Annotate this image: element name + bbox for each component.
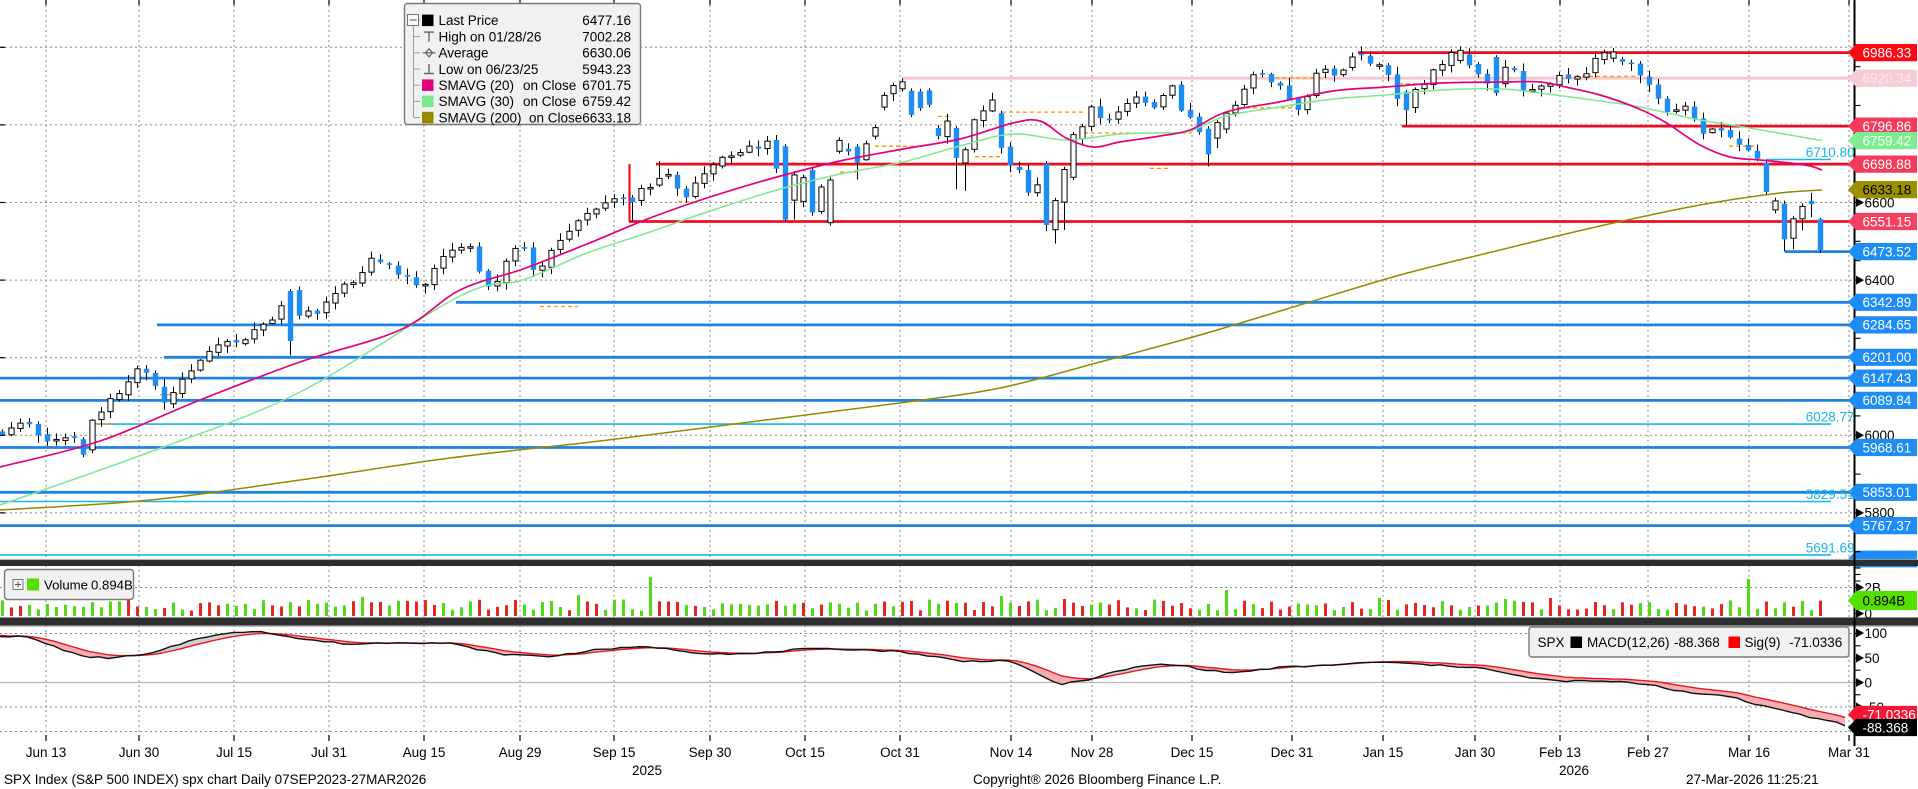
- svg-text:Copyright® 2026 Bloomberg Fina: Copyright® 2026 Bloomberg Finance L.P.: [973, 772, 1221, 787]
- svg-text:Feb 13: Feb 13: [1539, 745, 1581, 760]
- svg-text:6796.86: 6796.86: [1863, 119, 1912, 134]
- svg-text:6633.18: 6633.18: [582, 110, 631, 125]
- svg-text:6630.06: 6630.06: [582, 46, 631, 61]
- svg-text:6986.33: 6986.33: [1863, 45, 1912, 60]
- svg-text:-71.0336: -71.0336: [1789, 635, 1842, 650]
- svg-text:Sep 15: Sep 15: [593, 745, 636, 760]
- svg-text:6759.42: 6759.42: [1863, 133, 1912, 148]
- svg-text:Jul 15: Jul 15: [216, 745, 252, 760]
- svg-text:Oct 31: Oct 31: [880, 745, 920, 760]
- svg-text:Jan 15: Jan 15: [1363, 745, 1404, 760]
- svg-text:SPX: SPX: [1538, 635, 1565, 650]
- svg-text:6701.75: 6701.75: [582, 78, 631, 93]
- svg-text:2026: 2026: [1559, 763, 1589, 778]
- svg-text:5767.37: 5767.37: [1863, 518, 1912, 533]
- svg-text:6400: 6400: [1865, 273, 1895, 288]
- svg-text:on Close: on Close: [529, 110, 582, 125]
- svg-text:Dec 31: Dec 31: [1271, 745, 1314, 760]
- svg-text:5691.69: 5691.69: [1806, 540, 1855, 555]
- svg-text:Feb 27: Feb 27: [1627, 745, 1669, 760]
- svg-text:0: 0: [1865, 606, 1873, 621]
- svg-text:6284.65: 6284.65: [1863, 318, 1912, 333]
- svg-text:6698.88: 6698.88: [1863, 157, 1912, 172]
- svg-text:Aug 29: Aug 29: [499, 745, 542, 760]
- svg-text:Average: Average: [439, 46, 489, 61]
- svg-text:27-Mar-2026 11:25:21: 27-Mar-2026 11:25:21: [1686, 772, 1819, 787]
- svg-text:Nov 14: Nov 14: [990, 745, 1033, 760]
- svg-text:Last Price: Last Price: [439, 13, 499, 28]
- svg-text:0: 0: [1865, 675, 1873, 690]
- svg-text:Sig(9): Sig(9): [1745, 635, 1781, 650]
- svg-text:Low on 06/23/25: Low on 06/23/25: [439, 62, 539, 77]
- svg-text:Jan 30: Jan 30: [1455, 745, 1496, 760]
- svg-text:5800: 5800: [1865, 506, 1895, 521]
- svg-text:5968.61: 5968.61: [1863, 440, 1912, 455]
- svg-text:SMAVG (30): SMAVG (30): [439, 94, 515, 109]
- svg-text:High on 01/28/26: High on 01/28/26: [439, 29, 542, 44]
- svg-text:MACD(12,26): MACD(12,26): [1587, 635, 1670, 650]
- svg-text:Nov 28: Nov 28: [1071, 745, 1114, 760]
- svg-text:6473.52: 6473.52: [1863, 244, 1912, 259]
- svg-text:5853.01: 5853.01: [1863, 485, 1912, 500]
- svg-text:6089.84: 6089.84: [1863, 393, 1912, 408]
- svg-text:6551.15: 6551.15: [1863, 214, 1912, 229]
- svg-text:6477.16: 6477.16: [582, 13, 631, 28]
- svg-text:on Close: on Close: [523, 94, 576, 109]
- svg-text:6633.18: 6633.18: [1863, 182, 1912, 197]
- svg-text:0.894B: 0.894B: [91, 578, 133, 593]
- svg-text:Dec 15: Dec 15: [1171, 745, 1214, 760]
- svg-text:Jun 30: Jun 30: [119, 745, 160, 760]
- svg-text:5943.23: 5943.23: [582, 62, 631, 77]
- svg-text:6920.34: 6920.34: [1863, 71, 1912, 86]
- svg-text:on Close: on Close: [523, 78, 576, 93]
- svg-text:Oct 15: Oct 15: [785, 745, 825, 760]
- svg-text:Mar 16: Mar 16: [1728, 745, 1770, 760]
- svg-text:-88.368: -88.368: [1863, 720, 1909, 735]
- svg-text:Jun 13: Jun 13: [26, 745, 67, 760]
- svg-text:6710.80: 6710.80: [1806, 145, 1855, 160]
- svg-text:2025: 2025: [632, 763, 662, 778]
- svg-text:6600: 6600: [1865, 195, 1895, 210]
- svg-text:Sep 30: Sep 30: [689, 745, 732, 760]
- svg-text:SPX Index (S&P 500 INDEX) spx: SPX Index (S&P 500 INDEX) spx chart Dail…: [4, 772, 426, 787]
- svg-text:6028.77: 6028.77: [1806, 410, 1855, 425]
- svg-text:6759.42: 6759.42: [582, 94, 631, 109]
- svg-text:-88.368: -88.368: [1674, 635, 1720, 650]
- svg-text:6342.89: 6342.89: [1863, 295, 1912, 310]
- svg-text:-71.0336: -71.0336: [1863, 707, 1916, 722]
- svg-text:Mar 31: Mar 31: [1828, 745, 1870, 760]
- svg-text:100: 100: [1865, 626, 1888, 641]
- svg-text:SMAVG (20): SMAVG (20): [439, 78, 515, 93]
- svg-text:7002.28: 7002.28: [582, 29, 631, 44]
- svg-text:5829.51: 5829.51: [1806, 487, 1855, 502]
- svg-text:50: 50: [1865, 651, 1880, 666]
- svg-text:SMAVG (200): SMAVG (200): [439, 110, 522, 125]
- svg-text:Volume: Volume: [44, 578, 88, 593]
- svg-text:6147.43: 6147.43: [1863, 371, 1912, 386]
- svg-text:Jul 31: Jul 31: [311, 745, 347, 760]
- svg-text:0.894B: 0.894B: [1863, 593, 1906, 608]
- svg-text:6201.00: 6201.00: [1863, 350, 1912, 365]
- svg-text:Aug 15: Aug 15: [403, 745, 446, 760]
